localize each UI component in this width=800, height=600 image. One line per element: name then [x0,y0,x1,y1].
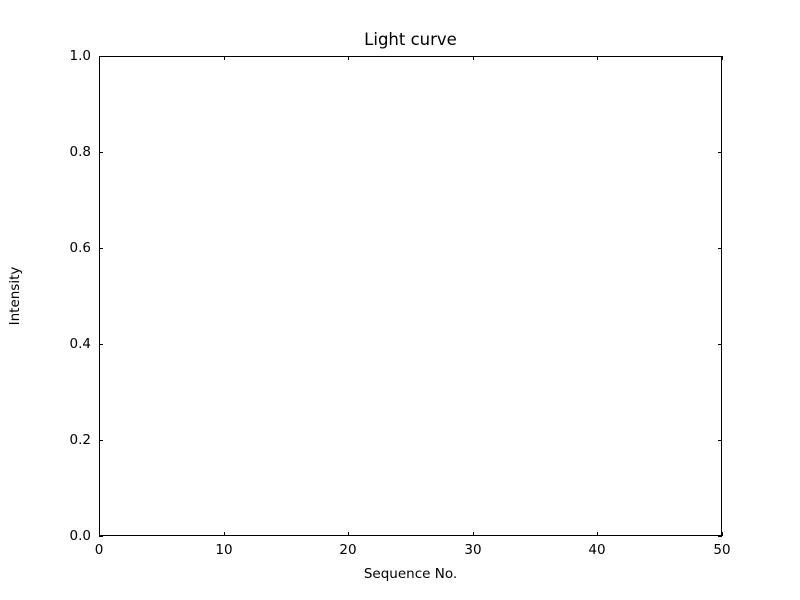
x-tick-mark-top [348,56,349,60]
y-axis-label: Intensity [7,266,23,326]
x-tick-label: 20 [339,542,357,558]
x-tick-mark-top [597,56,598,60]
x-tick-label: 10 [215,542,233,558]
x-tick-mark [722,532,723,536]
y-tick-mark [99,536,103,537]
y-tick-mark-right [718,152,722,153]
x-tick-label: 30 [464,542,482,558]
x-tick-mark-top [722,56,723,60]
y-tick-mark-right [718,248,722,249]
y-tick-label: 0.0 [69,528,91,544]
x-tick-mark-top [224,56,225,60]
y-tick-label: 0.2 [69,432,91,448]
y-tick-label: 0.8 [69,144,91,160]
x-tick-mark-top [473,56,474,60]
y-tick-label: 0.4 [69,336,91,352]
y-tick-mark-right [718,536,722,537]
x-tick-mark-top [99,56,100,60]
data-series-layer [100,57,721,535]
y-tick-mark [99,344,103,345]
plot-area[interactable] [99,56,722,536]
y-tick-mark-right [718,440,722,441]
page-title: Light curve [364,30,457,49]
y-tick-mark [99,440,103,441]
x-tick-mark [99,532,100,536]
y-tick-mark-right [718,56,722,57]
x-tick-label: 50 [713,542,731,558]
x-axis-label: Sequence No. [363,566,458,582]
x-tick-mark [473,532,474,536]
x-tick-mark [348,532,349,536]
x-tick-mark [597,532,598,536]
x-tick-label: 40 [588,542,606,558]
y-tick-mark [99,248,103,249]
y-tick-mark-right [718,344,722,345]
y-tick-mark [99,56,103,57]
y-tick-label: 0.6 [69,240,91,256]
x-tick-mark [224,532,225,536]
x-tick-label: 0 [94,542,104,558]
y-tick-mark [99,152,103,153]
y-axis-label-container: Intensity [0,56,30,536]
y-tick-label: 1.0 [69,48,91,64]
